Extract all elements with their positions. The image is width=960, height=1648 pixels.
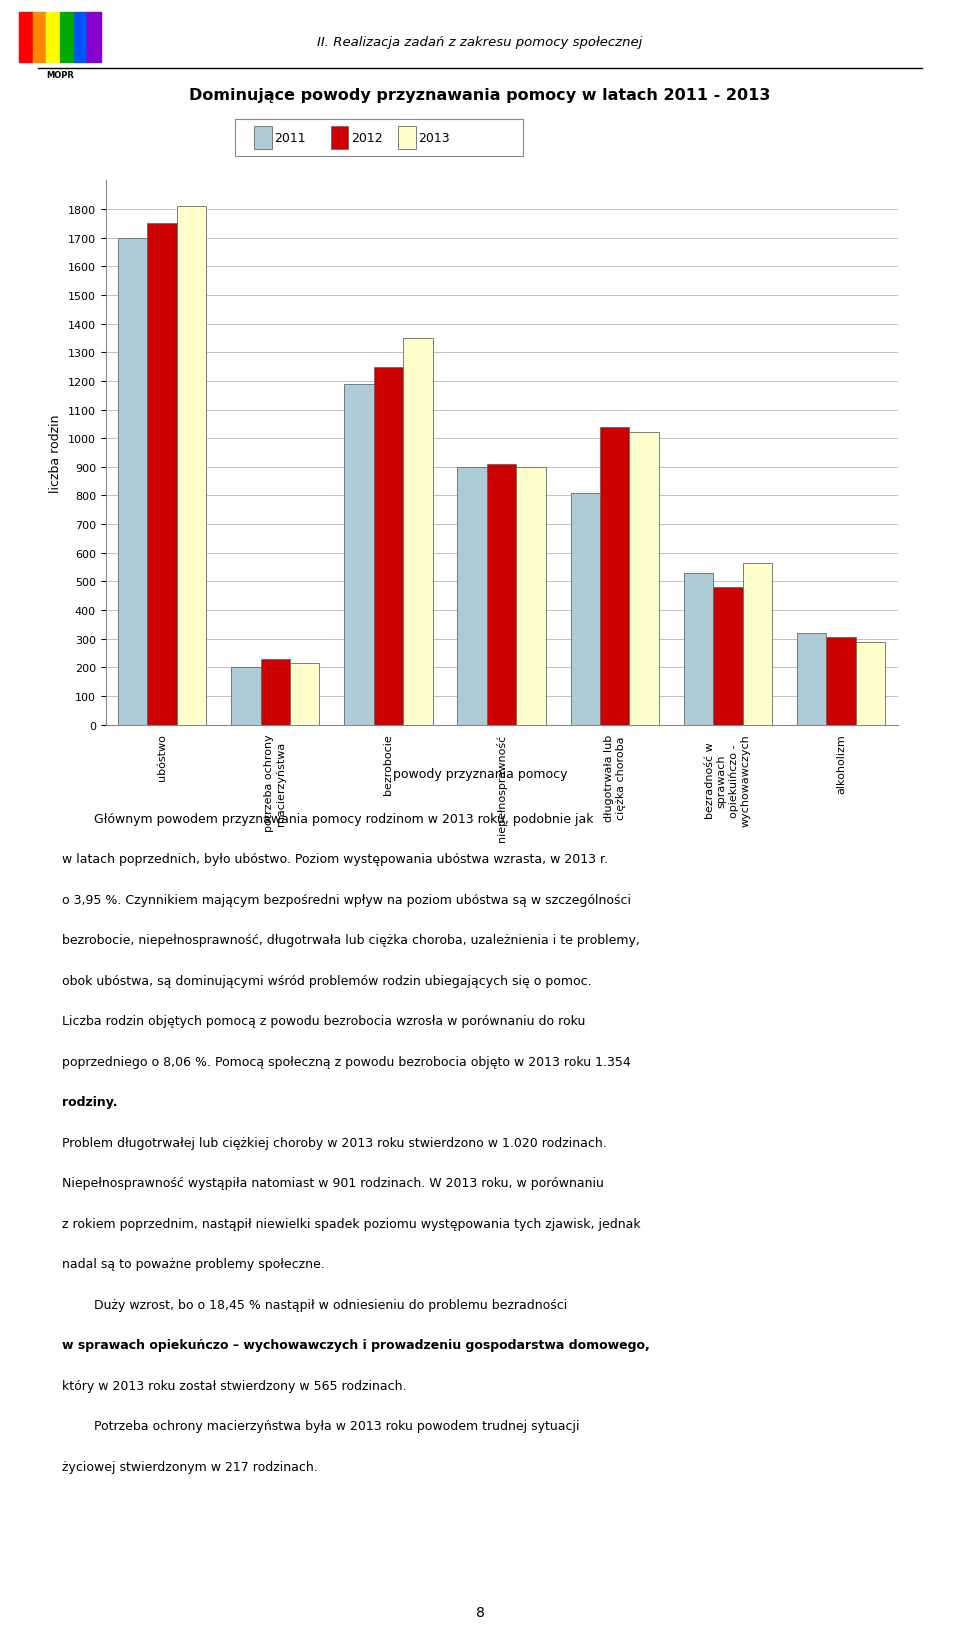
Bar bbox=[713, 588, 743, 725]
Text: II. Realizacja zadań z zakresu pomocy społecznej: II. Realizacja zadań z zakresu pomocy sp… bbox=[318, 36, 642, 49]
Text: MOPR: MOPR bbox=[46, 71, 74, 79]
Bar bbox=[797, 633, 827, 725]
Text: Problem długotrwałej lub ciężkiej choroby w 2013 roku stwierdzono w 1.020 rodzin: Problem długotrwałej lub ciężkiej chorob… bbox=[62, 1135, 607, 1149]
Text: o 3,95 %. Czynnikiem mającym bezpośredni wpływ na poziom ubóstwa są w szczególno: o 3,95 %. Czynnikiem mającym bezpośredni… bbox=[62, 893, 632, 906]
Text: nadal są to poważne problemy społeczne.: nadal są to poważne problemy społeczne. bbox=[62, 1257, 325, 1271]
Bar bbox=[516, 468, 545, 725]
Text: Potrzeba ochrony macierzyństwa była w 2013 roku powodem trudnej sytuacji: Potrzeba ochrony macierzyństwa była w 20… bbox=[62, 1419, 580, 1432]
Bar bbox=[630, 433, 659, 725]
Bar bbox=[231, 667, 260, 725]
Text: w sprawach opiekuńczo – wychowawczych i prowadzeniu gospodarstwa domowego,: w sprawach opiekuńczo – wychowawczych i … bbox=[62, 1338, 650, 1351]
Bar bbox=[570, 493, 600, 725]
Bar bbox=[177, 208, 206, 725]
Y-axis label: liczba rodzin: liczba rodzin bbox=[49, 414, 62, 493]
Bar bbox=[458, 468, 487, 725]
Bar bbox=[118, 239, 148, 725]
Bar bbox=[290, 664, 320, 725]
Text: bezrobocie, niepełnosprawność, długotrwała lub ciężka choroba, uzależnienia i te: bezrobocie, niepełnosprawność, długotrwa… bbox=[62, 933, 640, 946]
Bar bbox=[148, 224, 177, 725]
Text: Duży wzrost, bo o 18,45 % nastąpił w odniesieniu do problemu bezradności: Duży wzrost, bo o 18,45 % nastąpił w odn… bbox=[62, 1299, 567, 1310]
Bar bbox=[743, 564, 772, 725]
Bar bbox=[487, 465, 516, 725]
Text: obok ubóstwa, są dominującymi wśród problemów rodzin ubiegających się o pomoc.: obok ubóstwa, są dominującymi wśród prob… bbox=[62, 974, 592, 987]
Text: 8: 8 bbox=[475, 1605, 485, 1618]
Text: rodziny.: rodziny. bbox=[62, 1096, 118, 1109]
Text: Liczba rodzin objętych pomocą z powodu bezrobocia wzrosła w porównaniu do roku: Liczba rodzin objętych pomocą z powodu b… bbox=[62, 1015, 586, 1027]
Bar bbox=[600, 427, 630, 725]
Text: 2012: 2012 bbox=[351, 132, 383, 145]
Text: 2013: 2013 bbox=[419, 132, 450, 145]
Text: z rokiem poprzednim, nastąpił niewielki spadek poziomu występowania tych zjawisk: z rokiem poprzednim, nastąpił niewielki … bbox=[62, 1216, 641, 1229]
Text: Głównym powodem przyznawania pomocy rodzinom w 2013 roku, podobnie jak: Głównym powodem przyznawania pomocy rodz… bbox=[62, 812, 594, 826]
Bar bbox=[260, 659, 290, 725]
Text: który w 2013 roku został stwierdzony w 565 rodzinach.: który w 2013 roku został stwierdzony w 5… bbox=[62, 1379, 407, 1393]
Text: Dominujące powody przyznawania pomocy w latach 2011 - 2013: Dominujące powody przyznawania pomocy w … bbox=[189, 87, 771, 104]
Bar bbox=[827, 638, 855, 725]
Bar bbox=[373, 368, 403, 725]
Text: życiowej stwierdzonym w 217 rodzinach.: życiowej stwierdzonym w 217 rodzinach. bbox=[62, 1460, 318, 1473]
Text: poprzedniego o 8,06 %. Pomocą społeczną z powodu bezrobocia objęto w 2013 roku 1: poprzedniego o 8,06 %. Pomocą społeczną … bbox=[62, 1055, 631, 1068]
Bar bbox=[855, 643, 885, 725]
Text: powody przyznania pomocy: powody przyznania pomocy bbox=[393, 768, 567, 781]
Text: w latach poprzednich, było ubóstwo. Poziom występowania ubóstwa wzrasta, w 2013 : w latach poprzednich, było ubóstwo. Pozi… bbox=[62, 852, 609, 865]
Bar bbox=[403, 339, 433, 725]
Text: Niepełnosprawność wystąpiła natomiast w 901 rodzinach. W 2013 roku, w porównaniu: Niepełnosprawność wystąpiła natomiast w … bbox=[62, 1177, 604, 1190]
Bar bbox=[345, 384, 373, 725]
Text: 2011: 2011 bbox=[275, 132, 306, 145]
Bar bbox=[684, 574, 713, 725]
